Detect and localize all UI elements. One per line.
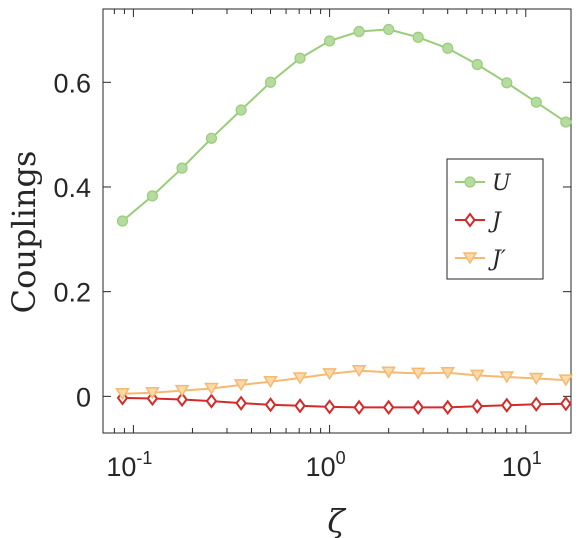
plot-frame: [102, 8, 572, 434]
y-axis-title: Couplings: [5, 151, 43, 314]
data-point: [382, 399, 395, 416]
data-point: [205, 132, 218, 144]
data-point: [264, 397, 277, 413]
data-point: [471, 398, 483, 414]
legend-label: J: [488, 209, 502, 234]
data-point: [530, 96, 542, 108]
y-tick-label: 0.4: [53, 173, 91, 203]
series-line: [122, 369, 566, 395]
data-point: [441, 399, 454, 416]
data-point: [440, 367, 456, 380]
data-point: [264, 76, 277, 88]
series-line: [121, 28, 567, 222]
legend-label: U: [492, 171, 512, 196]
legend: UJ J′: [446, 158, 544, 280]
data-point: [235, 395, 247, 411]
data-point: [145, 386, 160, 400]
y-tick-label: 0: [76, 382, 91, 412]
data-point: [115, 387, 130, 401]
x-tick-label: 101: [502, 448, 542, 482]
data-point: [381, 366, 396, 379]
legend-entry: J′: [455, 247, 506, 272]
data-point: [235, 104, 247, 116]
data-point: [205, 393, 218, 409]
data-point: [560, 396, 572, 412]
data-point: [146, 190, 159, 202]
y-axis: 0 0.2 0.4 0.6: [53, 68, 571, 412]
data-point: [383, 23, 395, 36]
x-tick-label: 10-1: [106, 448, 152, 482]
data-point: [558, 374, 574, 387]
data-point: [530, 396, 543, 412]
data-point: [204, 382, 219, 395]
series-layer: [115, 23, 574, 416]
legend-entry: U: [455, 171, 512, 196]
data-point: [351, 364, 367, 378]
data-point: [176, 391, 188, 408]
data-point: [292, 372, 308, 385]
data-point: [323, 399, 336, 415]
data-point: [176, 162, 188, 174]
y-tick-label: 0.2: [53, 278, 91, 308]
data-point: [501, 77, 513, 89]
data-point: [528, 372, 544, 386]
legend-marker: [462, 252, 478, 265]
series-1: [116, 23, 572, 227]
data-point: [353, 25, 365, 38]
x-tick-label: 100: [306, 448, 346, 482]
plot-border: [102, 8, 572, 434]
legend-marker: [464, 176, 476, 188]
data-point: [233, 379, 249, 392]
legend-entry: J: [455, 209, 502, 234]
data-point: [294, 398, 306, 414]
series-3: [115, 364, 574, 401]
data-point: [499, 371, 515, 384]
legend-marker: [464, 212, 476, 228]
data-point: [116, 215, 129, 227]
data-point: [294, 52, 306, 64]
data-point: [501, 397, 513, 413]
legend-label: J′: [488, 247, 506, 272]
series-2: [116, 390, 572, 416]
series-line: [122, 396, 566, 409]
data-point: [471, 58, 483, 71]
x-axis-title: ζ: [327, 502, 346, 538]
data-point: [560, 116, 572, 128]
data-point: [323, 35, 336, 47]
data-point: [410, 367, 426, 380]
data-point: [174, 384, 190, 398]
data-point: [469, 369, 485, 382]
data-point: [412, 399, 424, 416]
y-tick-label: 0.6: [53, 68, 91, 98]
data-point: [353, 399, 365, 416]
data-point: [442, 42, 454, 54]
x-axis: 10-1 100 101: [102, 9, 542, 482]
data-point: [412, 31, 424, 43]
data-point: [322, 368, 337, 381]
data-point: [263, 375, 278, 389]
